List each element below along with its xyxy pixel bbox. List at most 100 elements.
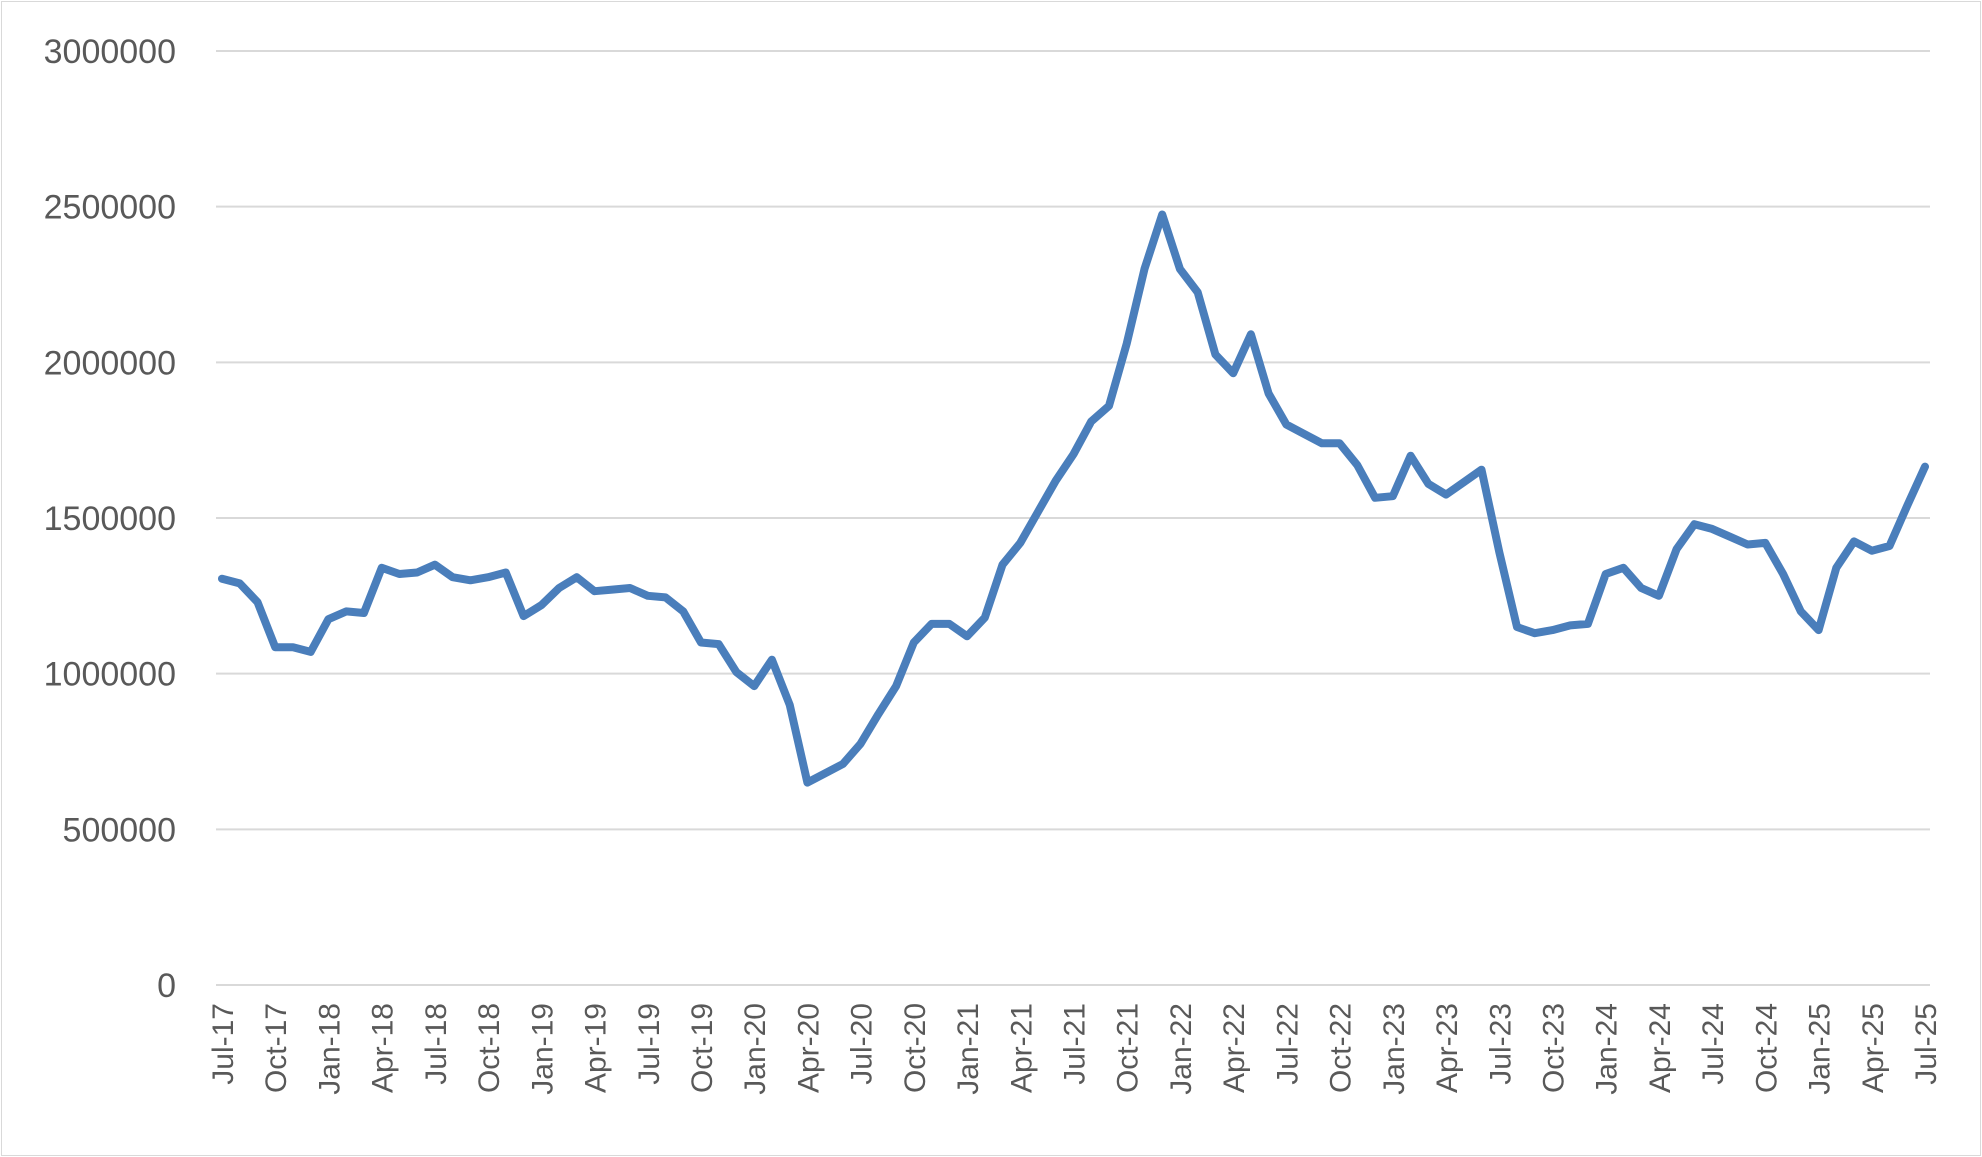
data-point: [697, 639, 705, 647]
x-tick-label: Jan-22: [1165, 1003, 1198, 1095]
x-tick-label: Oct-19: [686, 1003, 719, 1093]
data-point: [342, 607, 350, 615]
x-tick-label: Oct-22: [1325, 1003, 1358, 1093]
data-point: [1141, 265, 1149, 273]
data-point: [750, 682, 758, 690]
gridlines: [216, 50, 1930, 986]
data-point: [1211, 351, 1219, 359]
data-point: [555, 584, 563, 592]
data-point: [1176, 265, 1184, 273]
x-tick-label: Jan-18: [313, 1003, 346, 1095]
y-tick-label: 1500000: [44, 500, 176, 538]
x-tick-label: Jan-19: [526, 1003, 559, 1095]
data-point: [271, 643, 279, 651]
data-point: [1602, 570, 1610, 578]
data-point: [608, 586, 616, 594]
data-point: [644, 592, 652, 600]
data-point: [1478, 466, 1486, 474]
data-point: [963, 632, 971, 640]
data-point: [981, 614, 989, 622]
data-point: [1123, 340, 1131, 348]
y-tick-label: 2000000: [44, 344, 176, 382]
data-point: [910, 639, 918, 647]
x-tick-label: Oct-24: [1750, 1003, 1783, 1093]
x-tick-label: Jul-25: [1910, 1003, 1943, 1085]
data-point: [431, 561, 439, 569]
x-tick-label: Jul-21: [1059, 1003, 1092, 1085]
data-point: [1229, 369, 1237, 377]
data-point: [1460, 478, 1468, 486]
data-point: [1655, 592, 1663, 600]
data-point: [1584, 620, 1592, 628]
data-point: [1442, 491, 1450, 499]
data-point: [1637, 584, 1645, 592]
data-point: [1336, 439, 1344, 447]
data-point: [1761, 539, 1769, 547]
data-point: [1815, 626, 1823, 634]
x-axis-tick-labels: Jul-17 Oct-17 Jan-18 Apr-18 Jul-18 Oct-18 Jan-…: [207, 1003, 1943, 1095]
data-point: [1424, 480, 1432, 488]
data-point: [768, 656, 776, 664]
x-tick-label: Apr-23: [1431, 1003, 1464, 1093]
y-tick-label: 500000: [63, 811, 176, 849]
x-tick-label: Oct-18: [473, 1003, 506, 1093]
data-point: [324, 615, 332, 623]
data-point: [857, 740, 865, 748]
data-point: [1797, 607, 1805, 615]
data-point: [484, 573, 492, 581]
data-point: [573, 573, 581, 581]
x-tick-label: Jul-22: [1271, 1003, 1304, 1085]
data-point: [1868, 547, 1876, 555]
data-point: [1070, 450, 1078, 458]
data-point: [679, 607, 687, 615]
data-point: [626, 584, 634, 592]
data-point: [236, 579, 244, 587]
data-point: [945, 620, 953, 628]
series-layer: [218, 210, 1929, 787]
y-tick-label: 0: [157, 967, 176, 1005]
data-point: [1690, 520, 1698, 528]
data-point: [999, 561, 1007, 569]
x-tick-label: Apr-19: [580, 1003, 613, 1093]
data-point: [1531, 629, 1539, 637]
x-tick-label: Jul-17: [207, 1003, 240, 1085]
data-point: [1903, 502, 1911, 510]
data-point: [1052, 477, 1060, 485]
data-point: [1353, 461, 1361, 469]
data-point: [874, 710, 882, 718]
data-point: [1318, 439, 1326, 447]
x-tick-label: Jan-25: [1804, 1003, 1837, 1095]
data-point: [1300, 430, 1308, 438]
data-point: [360, 609, 368, 617]
data-point: [378, 564, 386, 572]
x-tick-label: Apr-21: [1005, 1003, 1038, 1093]
x-tick-label: Jul-24: [1697, 1003, 1730, 1085]
x-tick-label: Oct-17: [260, 1003, 293, 1093]
data-point: [1016, 539, 1024, 547]
data-point: [591, 587, 599, 595]
y-tick-label: 1000000: [44, 656, 176, 694]
x-tick-label: Jul-18: [420, 1003, 453, 1085]
series-line: [218, 210, 1929, 787]
data-point: [786, 701, 794, 709]
data-point: [537, 601, 545, 609]
data-point: [1673, 545, 1681, 553]
data-point: [1087, 418, 1095, 426]
data-point: [1726, 533, 1734, 541]
y-axis-tick-labels: 0 500000 1000000 1500000 2000000 2500000 30000…: [44, 33, 176, 1005]
data-point: [1495, 548, 1503, 556]
data-point: [1247, 330, 1255, 338]
x-tick-label: Apr-18: [367, 1003, 400, 1093]
x-tick-label: Jul-20: [846, 1003, 879, 1085]
data-point: [715, 640, 723, 648]
x-tick-label: Jan-20: [739, 1003, 772, 1095]
data-point: [1566, 621, 1574, 629]
data-point: [1832, 564, 1840, 572]
data-point: [1158, 211, 1166, 219]
x-tick-label: Oct-21: [1112, 1003, 1145, 1093]
data-point: [289, 643, 297, 651]
data-point: [1850, 537, 1858, 545]
data-point: [413, 569, 421, 577]
data-point: [1619, 564, 1627, 572]
